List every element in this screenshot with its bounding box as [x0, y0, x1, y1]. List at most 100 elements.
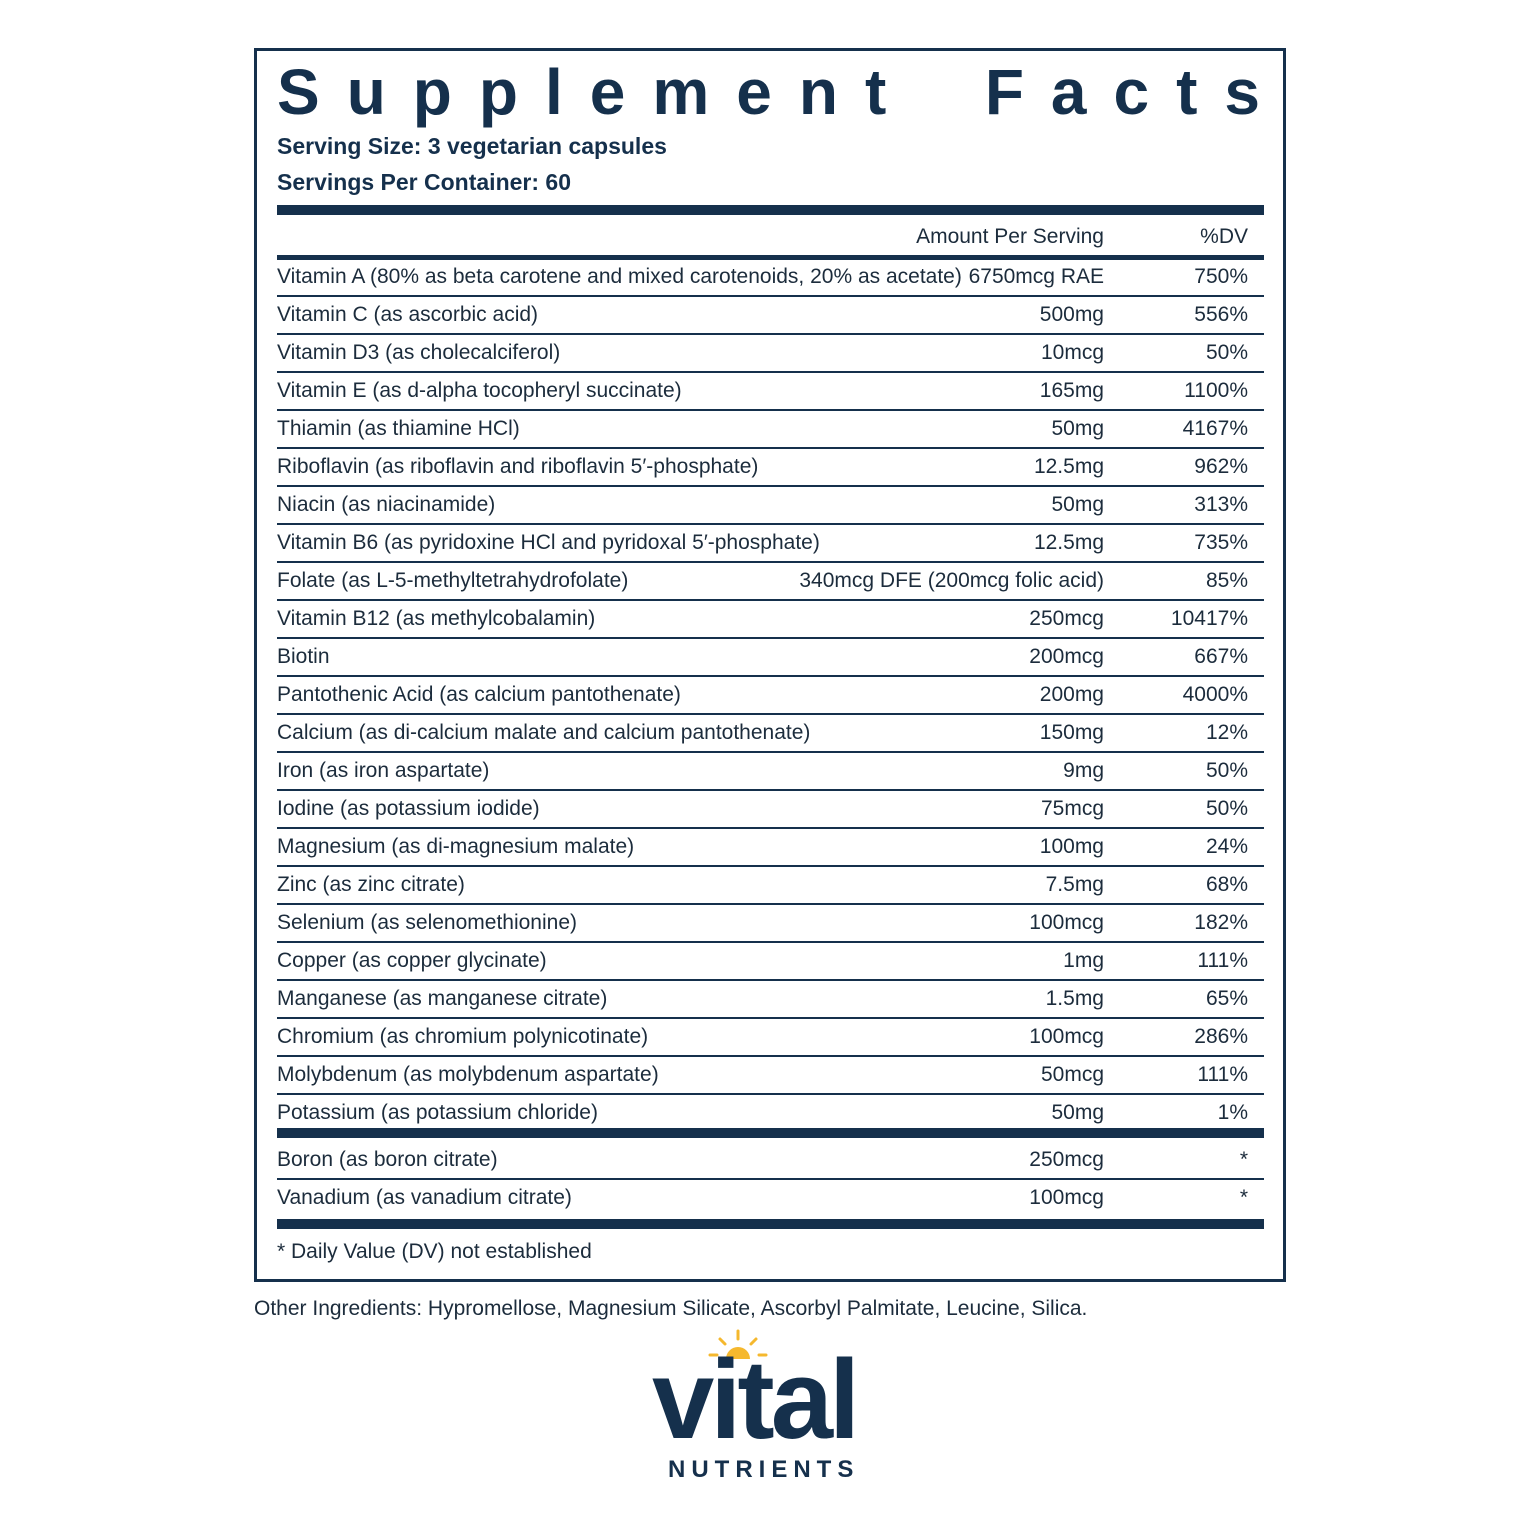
serving-size: Serving Size: 3 vegetarian capsules [277, 133, 667, 159]
nutrient-name: Vitamin A (80% as beta carotene and mixe… [277, 265, 962, 288]
rule [277, 255, 1264, 260]
column-header: Amount Per Serving [916, 225, 1104, 248]
column-header: %DV [1200, 225, 1248, 248]
nutrient-dv: 10417% [1170, 607, 1248, 630]
row-rule [277, 447, 1264, 449]
other-ingredients: Other Ingredients: Hypromellose, Magnesi… [254, 1297, 1088, 1320]
nutrient-name: Iodine (as potassium iodide) [277, 797, 540, 820]
nutrient-amount: 100mg [1039, 835, 1104, 858]
nutrient-dv: 286% [1194, 1025, 1248, 1048]
nutrient-amount: 100mcg [1029, 1186, 1104, 1209]
thick-rule [277, 1219, 1264, 1229]
nutrient-dv: 65% [1205, 987, 1248, 1010]
nutrient-dv: 4000% [1182, 683, 1248, 706]
nutrient-dv: 12% [1205, 721, 1248, 744]
nutrient-amount: 12.5mg [1033, 455, 1104, 478]
nutrient-dv: 50% [1205, 797, 1248, 820]
nutrient-amount: 150mg [1039, 721, 1104, 744]
nutrient-dv: 313% [1194, 493, 1248, 516]
row-rule [277, 713, 1264, 715]
row-rule [277, 371, 1264, 373]
nutrient-name: Vanadium (as vanadium citrate) [277, 1186, 572, 1209]
row-rule [277, 903, 1264, 905]
row-rule [277, 485, 1264, 487]
thick-rule [277, 205, 1264, 215]
row-rule [277, 1178, 1264, 1180]
servings-per-container: Servings Per Container: 60 [277, 169, 571, 195]
row-rule [277, 751, 1264, 753]
nutrient-amount: 50mg [1051, 417, 1104, 440]
nutrient-name: Selenium (as selenomethionine) [277, 911, 577, 934]
nutrient-dv: 750% [1194, 265, 1248, 288]
row-rule [277, 979, 1264, 981]
row-rule [277, 409, 1264, 411]
nutrient-amount: 10mcg [1040, 341, 1104, 364]
nutrient-amount: 100mcg [1029, 1025, 1104, 1048]
nutrient-amount: 9mg [1063, 759, 1104, 782]
nutrient-name: Thiamin (as thiamine HCl) [277, 417, 520, 440]
nutrient-name: Vitamin D3 (as cholecalciferol) [277, 341, 561, 364]
nutrient-amount: 7.5mg [1045, 873, 1104, 896]
thick-rule [277, 1128, 1264, 1138]
logo-name: vital [652, 1337, 860, 1462]
nutrient-amount: 340mcg DFE (200mcg folic acid) [799, 569, 1104, 592]
logo-sun [708, 1329, 768, 1359]
nutrient-amount: 250mcg [1029, 607, 1104, 630]
nutrient-dv: 111% [1197, 949, 1248, 972]
nutrient-amount: 100mcg [1029, 911, 1104, 934]
nutrient-dv: 667% [1194, 645, 1248, 668]
nutrient-name: Copper (as copper glycinate) [277, 949, 547, 972]
row-rule [277, 789, 1264, 791]
footnote: * Daily Value (DV) not established [277, 1240, 592, 1263]
nutrient-dv: 735% [1194, 531, 1248, 554]
nutrient-name: Pantothenic Acid (as calcium pantothenat… [277, 683, 681, 706]
nutrient-name: Vitamin B12 (as methylcobalamin) [277, 607, 596, 630]
nutrient-dv: * [1239, 1148, 1248, 1171]
row-rule [277, 295, 1264, 297]
nutrient-dv: 68% [1205, 873, 1248, 896]
nutrient-dv: 556% [1194, 303, 1248, 326]
nutrient-amount: 12.5mg [1033, 531, 1104, 554]
row-rule [277, 561, 1264, 563]
nutrient-name: Riboflavin (as riboflavin and riboflavin… [277, 455, 759, 478]
nutrient-name: Biotin [277, 645, 330, 668]
nutrient-name: Manganese (as manganese citrate) [277, 987, 608, 1010]
nutrient-dv: 85% [1205, 569, 1248, 592]
nutrient-amount: 6750mcg RAE [968, 265, 1104, 288]
nutrient-amount: 250mcg [1029, 1148, 1104, 1171]
nutrient-name: Molybdenum (as molybdenum aspartate) [277, 1063, 659, 1086]
logo-subname: NUTRIENTS [668, 1456, 860, 1483]
nutrient-name: Boron (as boron citrate) [277, 1148, 498, 1171]
nutrient-amount: 50mg [1051, 493, 1104, 516]
row-rule [277, 941, 1264, 943]
nutrient-amount: 1.5mg [1045, 987, 1104, 1010]
nutrient-dv: 111% [1197, 1063, 1248, 1086]
nutrient-dv: 1% [1217, 1101, 1248, 1124]
nutrient-dv: 1100% [1184, 379, 1248, 402]
nutrient-name: Vitamin C (as ascorbic acid) [277, 303, 539, 326]
nutrient-dv: * [1239, 1186, 1248, 1209]
row-rule [277, 1093, 1264, 1095]
nutrient-amount: 50mg [1051, 1101, 1104, 1124]
nutrient-name: Potassium (as potassium chloride) [277, 1101, 598, 1124]
nutrient-name: Vitamin E (as d-alpha tocopheryl succina… [277, 379, 682, 402]
row-rule [277, 675, 1264, 677]
nutrient-dv: 50% [1205, 759, 1248, 782]
nutrient-dv: 4167% [1182, 417, 1248, 440]
row-rule [277, 523, 1264, 525]
row-rule [277, 827, 1264, 829]
nutrient-name: Vitamin B6 (as pyridoxine HCl and pyrido… [277, 531, 820, 554]
row-rule [277, 1055, 1264, 1057]
nutrient-name: Iron (as iron aspartate) [277, 759, 490, 782]
row-rule [277, 333, 1264, 335]
nutrient-amount: 1mg [1063, 949, 1104, 972]
nutrient-name: Folate (as L-5-methyltetrahydrofolate) [277, 569, 629, 592]
nutrient-name: Calcium (as di-calcium malate and calciu… [277, 721, 811, 744]
nutrient-dv: 24% [1205, 835, 1248, 858]
label-title: Supplement Facts [277, 56, 1287, 128]
nutrient-amount: 500mg [1039, 303, 1104, 326]
nutrient-name: Chromium (as chromium polynicotinate) [277, 1025, 649, 1048]
row-rule [277, 637, 1264, 639]
nutrient-amount: 75mcg [1040, 797, 1104, 820]
